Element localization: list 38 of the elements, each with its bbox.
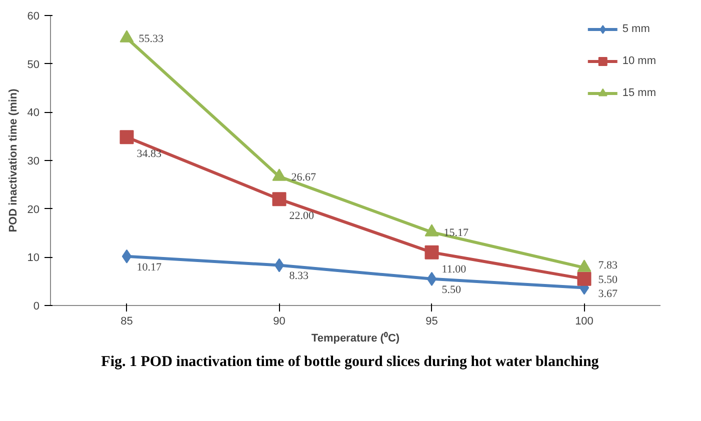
x-tick-label: 90 <box>273 316 286 328</box>
x-tick-label: 100 <box>575 316 594 328</box>
x-tick-label: 85 <box>120 316 133 328</box>
x-tick-label: 95 <box>426 316 438 328</box>
legend-label: 10 mm <box>622 55 656 67</box>
data-label: 10.17 <box>136 261 162 274</box>
point <box>120 130 134 144</box>
point <box>274 258 284 272</box>
legend-label: 5 mm <box>622 23 650 35</box>
data-label: 34.83 <box>136 148 162 160</box>
data-label: 8.33 <box>289 270 309 282</box>
y-tick-label: 60 <box>27 10 40 22</box>
point <box>122 249 132 264</box>
y-axis-title: POD inactivation time (min) <box>7 88 20 232</box>
data-label: 5.50 <box>442 284 462 296</box>
data-label: 5.50 <box>598 274 618 286</box>
data-label: 11.00 <box>442 263 467 276</box>
point <box>272 192 286 206</box>
y-tick-label: 50 <box>27 58 40 71</box>
point <box>272 168 286 181</box>
x-axis-title: Temperature (⁰C) <box>311 332 400 344</box>
data-label: 7.83 <box>598 260 618 272</box>
data-label: 55.33 <box>138 33 164 46</box>
point <box>577 272 592 286</box>
y-tick-label: 10 <box>27 252 40 264</box>
legend-label: 15 mm <box>622 87 656 99</box>
y-tick-label: 30 <box>27 156 40 168</box>
data-label: 22.00 <box>289 210 314 222</box>
point <box>426 272 437 286</box>
y-tick-label: 20 <box>27 204 40 216</box>
data-label: 3.67 <box>598 288 618 300</box>
data-label: 26.67 <box>291 172 316 184</box>
point <box>120 30 134 42</box>
caption: Fig. 1 POD inactivation time of bottle gourd slices during hot water blanching <box>101 353 599 372</box>
data-label: 15.17 <box>444 227 469 240</box>
y-tick-label: 40 <box>27 107 40 120</box>
y-tick-label: 0 <box>33 300 40 312</box>
point <box>424 245 439 260</box>
